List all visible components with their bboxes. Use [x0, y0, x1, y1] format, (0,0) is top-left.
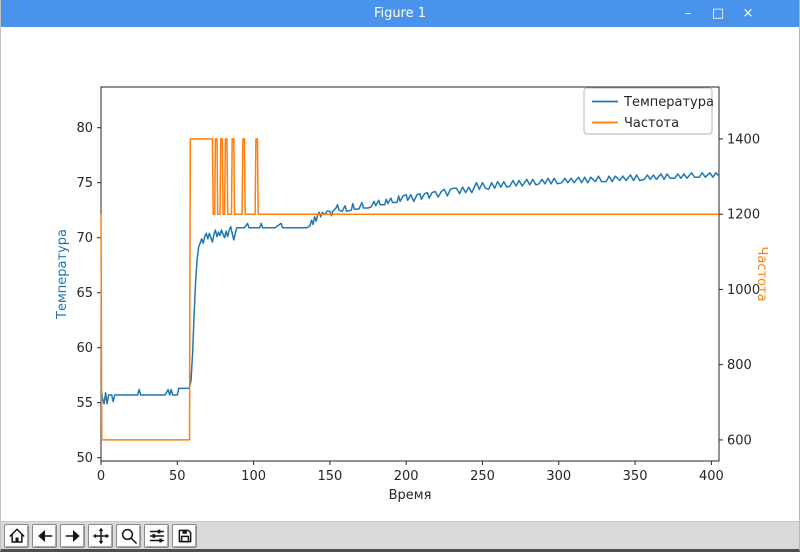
forward-button[interactable]	[60, 523, 85, 548]
svg-text:50: 50	[169, 469, 186, 484]
pan-button[interactable]	[88, 523, 113, 548]
home-button[interactable]	[4, 523, 29, 548]
svg-text:100: 100	[241, 469, 266, 484]
svg-text:1400: 1400	[727, 132, 760, 147]
axes-frame	[100, 86, 720, 462]
svg-text:600: 600	[727, 433, 752, 448]
navigation-toolbar	[1, 521, 799, 549]
series-frequency	[100, 138, 719, 441]
subplots-button[interactable]	[144, 523, 169, 548]
left-axis-label: Температура	[55, 229, 70, 320]
svg-text:80: 80	[76, 121, 93, 136]
magnifier-icon	[121, 528, 137, 544]
forward-arrow-icon	[65, 529, 80, 542]
maximize-icon[interactable]: □	[711, 6, 725, 21]
zoom-button[interactable]	[116, 523, 141, 548]
svg-text:1200: 1200	[727, 208, 760, 223]
plot-canvas[interactable]: 0 50 100 150 200 250 300 350 400 50 55 60 65 70 75 80 60…	[1, 27, 799, 521]
svg-text:70: 70	[76, 231, 93, 246]
floppy-disk-icon	[178, 529, 191, 542]
svg-text:200: 200	[394, 469, 419, 484]
svg-text:1000: 1000	[727, 283, 760, 298]
back-button[interactable]	[32, 523, 57, 548]
svg-text:65: 65	[76, 286, 93, 301]
svg-text:75: 75	[76, 176, 93, 191]
sliders-icon	[149, 529, 164, 542]
svg-text:55: 55	[76, 396, 93, 411]
series-temperature	[100, 172, 720, 405]
minimize-icon[interactable]: –	[684, 6, 692, 21]
home-icon	[9, 528, 24, 543]
svg-text:50: 50	[76, 451, 93, 466]
svg-text:150: 150	[317, 469, 342, 484]
right-axis-ticks: 600 800 1000 1200 1400	[719, 132, 760, 448]
svg-text:350: 350	[623, 469, 648, 484]
x-axis-ticks: 0 50 100 150 200 250 300 350 400	[97, 461, 724, 484]
close-icon[interactable]: ×	[742, 6, 754, 21]
svg-text:0: 0	[97, 469, 105, 484]
save-button[interactable]	[172, 523, 197, 548]
titlebar[interactable]: Figure 1 – □ ×	[1, 0, 799, 27]
window-title: Figure 1	[373, 6, 427, 21]
svg-text:250: 250	[470, 469, 495, 484]
legend-label-0: Температура	[623, 95, 714, 110]
figure-canvas-area: 0 50 100 150 200 250 300 350 400 50 55 60 65 70 75 80 60…	[1, 27, 799, 521]
svg-text:800: 800	[727, 358, 752, 373]
pan-icon	[92, 527, 109, 544]
back-arrow-icon	[37, 529, 52, 542]
x-axis-label: Время	[389, 488, 432, 503]
window-controls: – □ ×	[681, 0, 755, 27]
right-axis-label: Частота	[754, 246, 769, 301]
legend-label-1: Частота	[624, 116, 679, 131]
svg-text:60: 60	[76, 341, 93, 356]
left-axis-ticks: 50 55 60 65 70 75 80	[76, 121, 101, 466]
svg-text:400: 400	[699, 469, 724, 484]
legend: Температура Частота	[583, 87, 714, 135]
svg-text:300: 300	[546, 469, 571, 484]
